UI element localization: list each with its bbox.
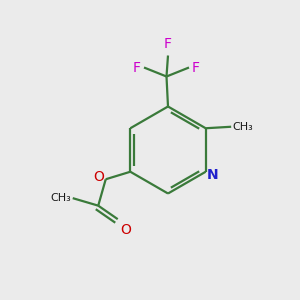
Text: CH₃: CH₃ (233, 122, 254, 132)
Text: F: F (192, 61, 200, 74)
Text: F: F (164, 37, 172, 51)
Text: N: N (206, 168, 218, 182)
Text: O: O (93, 170, 104, 184)
Text: O: O (120, 223, 131, 237)
Text: F: F (133, 61, 141, 74)
Text: CH₃: CH₃ (50, 193, 71, 203)
